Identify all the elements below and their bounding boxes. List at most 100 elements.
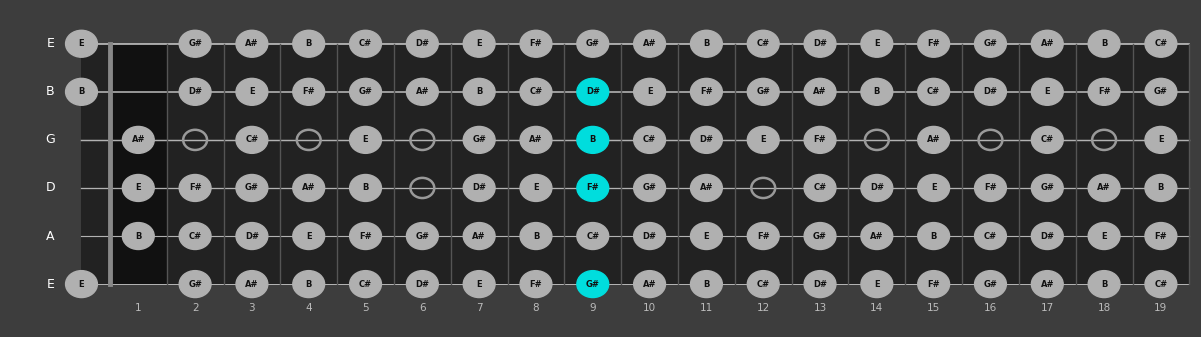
- Circle shape: [805, 175, 836, 202]
- Text: 19: 19: [1154, 303, 1167, 313]
- Circle shape: [66, 30, 97, 57]
- Circle shape: [576, 222, 609, 249]
- Text: A#: A#: [416, 87, 429, 96]
- Text: D#: D#: [813, 39, 827, 48]
- Circle shape: [520, 271, 552, 298]
- Circle shape: [747, 126, 779, 153]
- Circle shape: [237, 175, 268, 202]
- Text: C#: C#: [643, 135, 656, 144]
- Circle shape: [293, 175, 324, 202]
- Circle shape: [691, 271, 722, 298]
- Bar: [82, 44, 1189, 284]
- Text: G#: G#: [245, 183, 259, 192]
- Text: F#: F#: [189, 183, 202, 192]
- Circle shape: [406, 30, 438, 57]
- Circle shape: [974, 175, 1006, 202]
- Text: A#: A#: [813, 87, 826, 96]
- Circle shape: [237, 271, 268, 298]
- Text: E: E: [931, 183, 937, 192]
- Circle shape: [349, 271, 382, 298]
- Circle shape: [1088, 30, 1121, 57]
- Text: 17: 17: [1040, 303, 1054, 313]
- Text: C#: C#: [359, 280, 372, 288]
- Text: G#: G#: [1040, 183, 1054, 192]
- Circle shape: [406, 79, 438, 105]
- Text: E: E: [704, 232, 710, 241]
- Circle shape: [1145, 79, 1177, 105]
- Circle shape: [520, 30, 552, 57]
- Text: E: E: [647, 87, 652, 96]
- Text: C#: C#: [1154, 39, 1167, 48]
- Text: 12: 12: [757, 303, 770, 313]
- Text: G#: G#: [586, 39, 599, 48]
- Circle shape: [918, 79, 950, 105]
- Circle shape: [237, 126, 268, 153]
- Circle shape: [1032, 271, 1063, 298]
- Text: B: B: [704, 280, 710, 288]
- Text: G#: G#: [813, 232, 827, 241]
- Text: C#: C#: [757, 39, 770, 48]
- Text: 11: 11: [700, 303, 713, 313]
- Text: A: A: [46, 229, 54, 243]
- Text: 9: 9: [590, 303, 596, 313]
- Text: F#: F#: [1154, 232, 1167, 241]
- Circle shape: [464, 126, 495, 153]
- Text: F#: F#: [530, 39, 543, 48]
- Circle shape: [918, 222, 950, 249]
- Circle shape: [634, 271, 665, 298]
- Text: 7: 7: [476, 303, 483, 313]
- Circle shape: [1145, 30, 1177, 57]
- Circle shape: [464, 175, 495, 202]
- Text: B: B: [704, 39, 710, 48]
- Text: B: B: [1101, 39, 1107, 48]
- Text: F#: F#: [700, 87, 712, 96]
- Circle shape: [520, 175, 552, 202]
- Text: D#: D#: [416, 39, 429, 48]
- Text: A#: A#: [245, 39, 258, 48]
- Text: E: E: [1101, 232, 1107, 241]
- Circle shape: [805, 30, 836, 57]
- Bar: [109, 44, 167, 284]
- Text: G#: G#: [189, 39, 202, 48]
- Circle shape: [464, 222, 495, 249]
- Text: A#: A#: [472, 232, 486, 241]
- Text: E: E: [79, 280, 84, 288]
- Circle shape: [1032, 222, 1063, 249]
- Text: F#: F#: [586, 183, 599, 192]
- Circle shape: [974, 271, 1006, 298]
- Text: C#: C#: [189, 232, 202, 241]
- Text: G#: G#: [984, 39, 997, 48]
- Text: B: B: [1101, 280, 1107, 288]
- Circle shape: [974, 30, 1006, 57]
- Circle shape: [1088, 271, 1121, 298]
- Text: C#: C#: [984, 232, 997, 241]
- Circle shape: [634, 175, 665, 202]
- Circle shape: [520, 79, 552, 105]
- Text: 5: 5: [363, 303, 369, 313]
- Text: A#: A#: [1040, 39, 1054, 48]
- Text: A#: A#: [643, 280, 657, 288]
- Text: A#: A#: [1040, 280, 1054, 288]
- Text: 2: 2: [192, 303, 198, 313]
- Circle shape: [293, 30, 324, 57]
- Text: 10: 10: [643, 303, 656, 313]
- Circle shape: [464, 79, 495, 105]
- Circle shape: [1032, 30, 1063, 57]
- Circle shape: [747, 30, 779, 57]
- Circle shape: [691, 30, 722, 57]
- Circle shape: [349, 30, 382, 57]
- Circle shape: [805, 79, 836, 105]
- Circle shape: [576, 30, 609, 57]
- Circle shape: [1088, 79, 1121, 105]
- Text: A#: A#: [870, 232, 884, 241]
- Text: E: E: [363, 135, 369, 144]
- Text: B: B: [78, 87, 84, 96]
- Circle shape: [349, 175, 382, 202]
- Text: E: E: [477, 280, 482, 288]
- Text: F#: F#: [814, 135, 826, 144]
- Text: 13: 13: [813, 303, 826, 313]
- Text: A#: A#: [530, 135, 543, 144]
- Text: C#: C#: [813, 183, 826, 192]
- Text: D#: D#: [1040, 232, 1054, 241]
- Circle shape: [974, 79, 1006, 105]
